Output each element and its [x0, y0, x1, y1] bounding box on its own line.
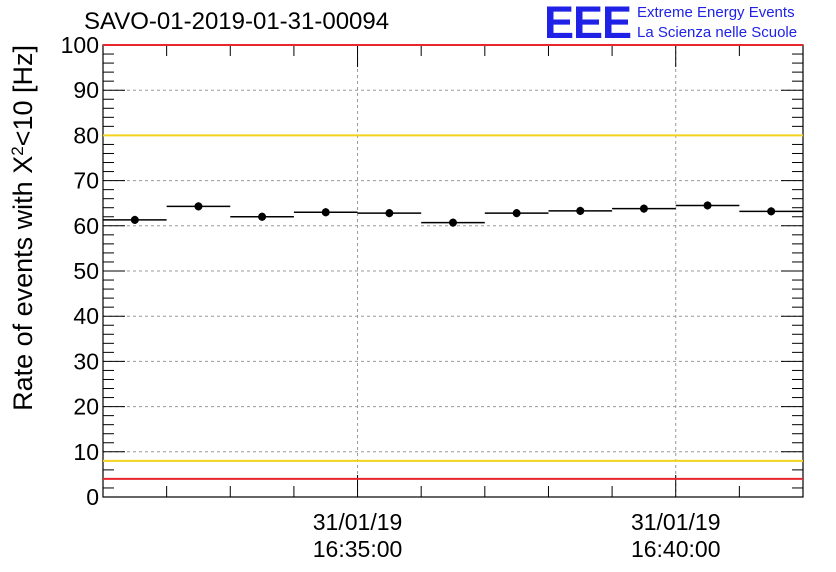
- data-point-5: [449, 218, 457, 227]
- y-tick-label-40: 40: [73, 303, 99, 329]
- data-point-10: [767, 207, 776, 216]
- y-tick-label-80: 80: [73, 122, 99, 148]
- y-axis-label: Rate of events with X2<10 [Hz]: [8, 45, 39, 411]
- x-tick-label-date-0: 31/01/19: [313, 509, 403, 535]
- y-tick-label-30: 30: [73, 348, 99, 374]
- x-tick-label-time-0: 16:35:00: [313, 536, 403, 562]
- data-point-2: [258, 212, 267, 221]
- y-tick-label-50: 50: [73, 258, 99, 284]
- data-point-6: [512, 209, 521, 218]
- data-point-0: [130, 215, 139, 224]
- logo-tagline-1: Extreme Energy Events: [637, 4, 795, 21]
- plot-title: SAVO-01-2019-01-31-00094: [84, 8, 390, 35]
- y-axis-label-main: Rate of events with X: [8, 156, 38, 411]
- eee-logo: EEE: [544, 0, 632, 48]
- data-point-3: [321, 208, 330, 217]
- y-tick-label-60: 60: [73, 213, 99, 239]
- y-tick-label-20: 20: [73, 394, 99, 420]
- data-point-9: [703, 201, 712, 210]
- y-tick-label-100: 100: [61, 32, 99, 58]
- x-tick-label-date-1: 31/01/19: [631, 509, 721, 535]
- y-axis-label-sup: 2: [8, 146, 27, 155]
- y-tick-label-90: 90: [73, 77, 99, 103]
- y-tick-label-70: 70: [73, 168, 99, 194]
- data-point-7: [576, 206, 585, 215]
- y-tick-label-0: 0: [86, 484, 99, 510]
- y-axis-label-tail: <10 [Hz]: [8, 45, 38, 146]
- y-tick-label-10: 10: [73, 439, 99, 465]
- logo-tagline-2: La Scienza nelle Scuole: [637, 24, 798, 41]
- x-tick-label-time-1: 16:40:00: [631, 536, 721, 562]
- data-point-8: [639, 204, 648, 213]
- data-point-1: [194, 202, 203, 211]
- data-point-4: [385, 209, 394, 218]
